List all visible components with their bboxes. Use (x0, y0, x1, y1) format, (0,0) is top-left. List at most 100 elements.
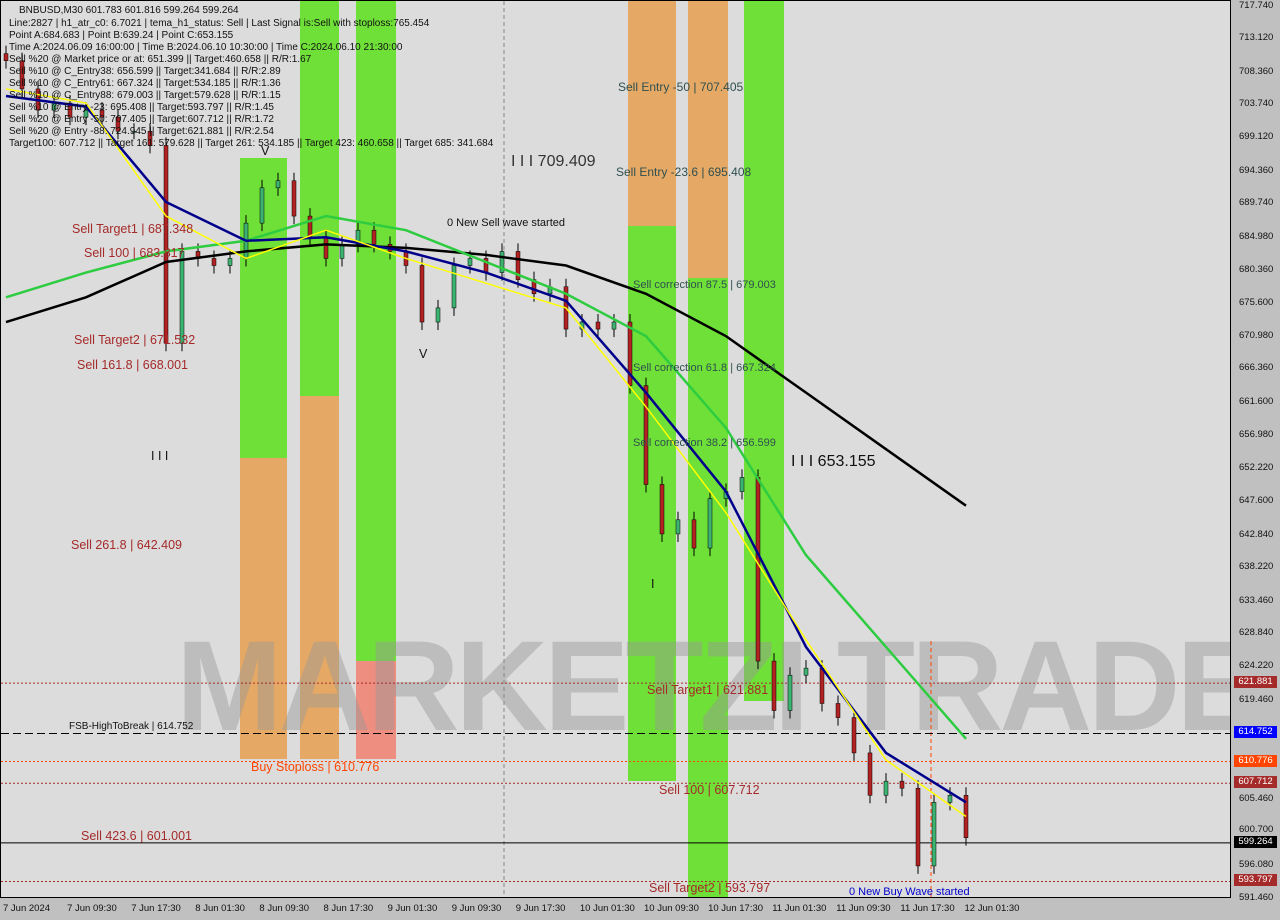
y-tick-label: 680.360 (1239, 263, 1274, 275)
candle-body (659, 484, 665, 535)
x-tick-label: 8 Jun 01:30 (195, 903, 245, 914)
candle-body (99, 109, 105, 118)
candle-body (259, 187, 265, 224)
y-tick-label: 661.600 (1239, 396, 1274, 408)
candle-body (707, 498, 713, 549)
marker-v: V (261, 144, 270, 158)
info-line: Sell %10 @ C_Entry38: 656.599 || Target:… (9, 66, 281, 77)
candle-body (755, 477, 761, 662)
label-sell-correction-618: Sell correction 61.8 | 667.324 (633, 362, 776, 374)
y-tick-label: 684.980 (1239, 230, 1274, 242)
y-tick-label: 717.740 (1239, 0, 1274, 11)
x-tick-label: 7 Jun 2024 (3, 903, 51, 914)
ma-yellow-line (5, 88, 967, 818)
x-tick-label: 8 Jun 09:30 (259, 903, 310, 914)
y-tick-label: 699.120 (1239, 131, 1274, 143)
candle-body (515, 251, 521, 280)
y-tick-label: 666.360 (1239, 362, 1274, 374)
y-tick-label: 628.840 (1239, 627, 1274, 639)
watermark: MARKETZI TRADE (176, 615, 1231, 758)
marker-v: V (419, 347, 428, 361)
candle-body (947, 795, 953, 803)
label-sell-100-right: Sell 100 | 607.712 (659, 783, 760, 797)
info-line: Sell %10 @ C_Entry61: 667.324 || Target:… (9, 78, 281, 89)
y-tick-label: 703.740 (1239, 98, 1274, 110)
candle-body (211, 258, 217, 266)
candle-body (355, 229, 361, 245)
y-tick-label: 713.120 (1239, 32, 1274, 44)
label-point-a: I I I 709.409 (511, 153, 596, 170)
x-tick-label: 10 Jun 17:30 (708, 903, 764, 914)
x-tick-label: 9 Jun 17:30 (515, 903, 566, 914)
y-tick-label: 689.740 (1239, 197, 1274, 209)
y-tick-label: 633.460 (1239, 594, 1274, 606)
candle-body (867, 752, 873, 796)
marker-iii: I I I (151, 449, 169, 463)
x-tick-label: 7 Jun 17:30 (131, 903, 181, 914)
candle-body (739, 477, 745, 492)
label-sell-entry-23: Sell Entry -23.6 | 695.408 (616, 165, 752, 179)
price-level-badge: 599.264 (1234, 835, 1277, 848)
info-line: Sell %10 @ Entry -23: 695.408 || Target:… (9, 102, 274, 113)
y-tick-label: 647.600 (1239, 494, 1274, 506)
label-sell-100: Sell 100 | 683.817 (84, 246, 185, 260)
label-sell-423: Sell 423.6 | 601.001 (81, 829, 192, 843)
signal-zone (356, 1, 396, 661)
x-tick-label: 8 Jun 17:30 (323, 903, 374, 914)
x-tick-label: 11 Jun 09:30 (836, 903, 891, 914)
info-line: Target100: 607.712 || Target 161: 579.62… (9, 138, 494, 149)
y-tick-label: 605.460 (1239, 792, 1274, 804)
y-tick-label: 624.220 (1239, 660, 1274, 672)
ma-green-line (5, 214, 967, 740)
price-level-badge: 614.752 (1234, 726, 1277, 739)
candle-body (227, 258, 233, 266)
candle-body (819, 667, 825, 704)
candle-body (115, 116, 121, 132)
candle-body (3, 53, 9, 61)
y-tick-label: 600.700 (1239, 823, 1274, 835)
candle-body (883, 780, 889, 796)
candle-body (611, 321, 617, 330)
price-chart (1, 1, 1230, 897)
info-line: Sell %20 @ Entry -50: 707.405 || Target:… (9, 114, 274, 125)
y-tick-label: 596.080 (1239, 858, 1274, 870)
x-tick-label: 9 Jun 09:30 (451, 903, 502, 914)
candle-body (787, 674, 793, 711)
candle-body (595, 321, 601, 330)
signal-zone (688, 1, 728, 278)
x-tick-label: 12 Jun 01:30 (964, 903, 1020, 914)
marker-i: I (651, 577, 655, 591)
candle-body (19, 60, 25, 90)
signal-zone (240, 458, 287, 759)
label-sell-target2-right: Sell Target2 | 593.797 (649, 881, 771, 895)
candle-body (531, 279, 537, 295)
candle-body (931, 802, 937, 867)
label-sell-target1-right: Sell Target1 | 621.881 (647, 683, 769, 697)
candle-body (835, 703, 841, 718)
info-line: Point A:684.683 | Point B:639.24 | Point… (9, 30, 234, 41)
signal-zone (356, 661, 396, 759)
candle-body (163, 145, 169, 344)
y-tick-label: 708.360 (1239, 65, 1274, 77)
y-tick-label: 652.220 (1239, 462, 1274, 474)
candle-body (627, 321, 633, 386)
x-tick-label: 11 Jun 01:30 (772, 903, 827, 914)
label-new-sell-wave: 0 New Sell wave started (447, 217, 565, 229)
y-tick-label: 591.460 (1239, 891, 1274, 903)
price-level-badge: 593.797 (1234, 874, 1277, 887)
label-sell-correction-875: Sell correction 87.5 | 679.003 (633, 279, 776, 291)
candle-body (499, 251, 505, 273)
price-level-badge: 607.712 (1234, 776, 1277, 789)
ma-navy-line (5, 94, 967, 804)
label-new-buy-wave: 0 New Buy Wave started (849, 886, 970, 898)
ma-slow-line (5, 243, 967, 507)
chart-plot-area[interactable]: MARKETZI TRADE BNBUSD,M30 601.783 601.81… (0, 0, 1231, 898)
candle-body (371, 229, 377, 245)
candle-body (275, 180, 281, 189)
y-tick-label: 642.840 (1239, 528, 1274, 540)
zones-layer (240, 1, 784, 897)
candle-body (467, 258, 473, 266)
x-tick-label: 9 Jun 01:30 (387, 903, 438, 914)
x-tick-label: 11 Jun 17:30 (900, 903, 955, 914)
candle-body (691, 519, 697, 549)
